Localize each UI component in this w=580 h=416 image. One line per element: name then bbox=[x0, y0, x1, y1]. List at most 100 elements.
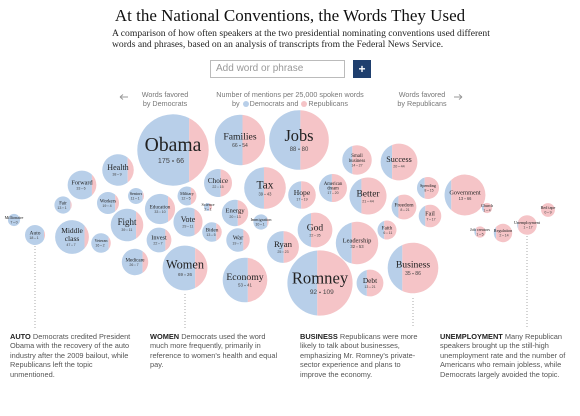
annotation-text: Republicans were more likely to talk abo… bbox=[300, 332, 418, 379]
rep-share bbox=[242, 114, 266, 166]
legend-text: by bbox=[232, 99, 240, 108]
rep-share bbox=[283, 231, 299, 263]
dem-share bbox=[356, 269, 367, 297]
dem-share bbox=[416, 177, 425, 199]
annotation: BUSINESS Republicans were more likely to… bbox=[300, 332, 428, 379]
dem-share bbox=[380, 144, 393, 180]
bubble-label: Obama bbox=[145, 135, 202, 156]
rep-value: 7 bbox=[161, 242, 163, 246]
separator bbox=[369, 286, 371, 288]
rep-share bbox=[136, 211, 144, 239]
dem-share bbox=[128, 188, 143, 204]
rep-value: 5 bbox=[214, 233, 216, 237]
rep-value: 44 bbox=[370, 199, 374, 203]
dem-share bbox=[377, 220, 385, 240]
rep-share bbox=[496, 223, 513, 243]
dem-share bbox=[144, 193, 169, 225]
dem-value: 33 bbox=[76, 187, 80, 191]
rep-value: 1 bbox=[138, 197, 140, 201]
swatch bbox=[301, 101, 308, 108]
annotation-key: BUSINESS bbox=[300, 332, 338, 341]
dem-value: 20 bbox=[393, 165, 397, 169]
add-button[interactable]: + bbox=[353, 60, 371, 78]
bubble-label: Hope bbox=[294, 188, 311, 197]
annotation-key: UNEMPLOYMENT bbox=[440, 332, 503, 341]
bubble-label: business bbox=[349, 159, 366, 164]
bubble-label: Romney bbox=[292, 269, 349, 288]
annotation-text: Many Republican speakers brought up the … bbox=[440, 332, 566, 379]
search-input[interactable]: Add word or phrase bbox=[210, 60, 345, 78]
dem-value: 39 bbox=[121, 228, 125, 232]
dem-value: 17 bbox=[296, 197, 300, 201]
dem-share bbox=[288, 181, 302, 209]
bubble-label: Workers bbox=[100, 199, 116, 204]
rep-share bbox=[483, 202, 493, 214]
bubble-label: Invest bbox=[151, 235, 167, 242]
dem-share bbox=[173, 207, 195, 237]
separator bbox=[547, 212, 549, 213]
rep-value: 2 bbox=[103, 244, 105, 248]
leaders bbox=[34, 236, 528, 328]
rep-share bbox=[361, 177, 387, 215]
separator bbox=[126, 229, 128, 231]
separator bbox=[479, 234, 481, 235]
dem-share bbox=[269, 110, 301, 170]
rep-value: 41 bbox=[247, 283, 252, 288]
separator bbox=[282, 251, 284, 253]
separator bbox=[356, 246, 358, 248]
bubble-label: class bbox=[65, 234, 80, 243]
rep-value: 19 bbox=[304, 197, 308, 201]
dem-share bbox=[221, 199, 238, 227]
separator bbox=[367, 200, 369, 202]
separator bbox=[398, 166, 400, 168]
separator bbox=[135, 198, 137, 199]
rep-share bbox=[267, 217, 269, 227]
rep-value: 20 bbox=[335, 191, 339, 195]
separator bbox=[217, 186, 219, 188]
separator bbox=[260, 224, 262, 225]
legend-text: by Democrats bbox=[142, 99, 188, 108]
dem-value: 13 bbox=[206, 233, 210, 237]
dem-share bbox=[244, 167, 264, 209]
bubble-label: Jobs bbox=[284, 126, 313, 145]
rep-share bbox=[518, 215, 537, 235]
rep-value: 17 bbox=[432, 218, 436, 222]
rep-value: 43 bbox=[267, 192, 272, 197]
dem-value: 22 bbox=[153, 242, 157, 246]
legend-text: and bbox=[286, 99, 299, 108]
dem-share bbox=[319, 174, 332, 202]
dem-value: 22 bbox=[212, 185, 216, 189]
separator bbox=[187, 226, 189, 227]
bubble-label: Tax bbox=[257, 180, 274, 192]
annotation-key: AUTO bbox=[10, 332, 31, 341]
dem-share bbox=[253, 214, 268, 230]
bubble-label: Vote bbox=[181, 215, 196, 224]
legend-text: by Republicans bbox=[397, 99, 447, 108]
rep-value: 1 bbox=[65, 206, 67, 210]
rep-share bbox=[216, 223, 222, 241]
rep-value: 80 bbox=[302, 147, 309, 153]
rep-value: 0 bbox=[16, 221, 18, 225]
dem-value: 66 bbox=[232, 143, 238, 149]
bubble-label: Choice bbox=[208, 177, 228, 185]
rep-value: 11 bbox=[129, 228, 133, 232]
dem-value: 32 bbox=[350, 244, 355, 249]
separator bbox=[134, 264, 136, 266]
rep-value: 7 bbox=[240, 242, 242, 246]
separator bbox=[237, 243, 239, 245]
dem-share bbox=[267, 231, 284, 263]
bubble-label: dream bbox=[327, 187, 339, 192]
rep-share bbox=[209, 203, 212, 211]
dem-share bbox=[474, 227, 477, 237]
dem-value: 88 bbox=[290, 147, 297, 153]
